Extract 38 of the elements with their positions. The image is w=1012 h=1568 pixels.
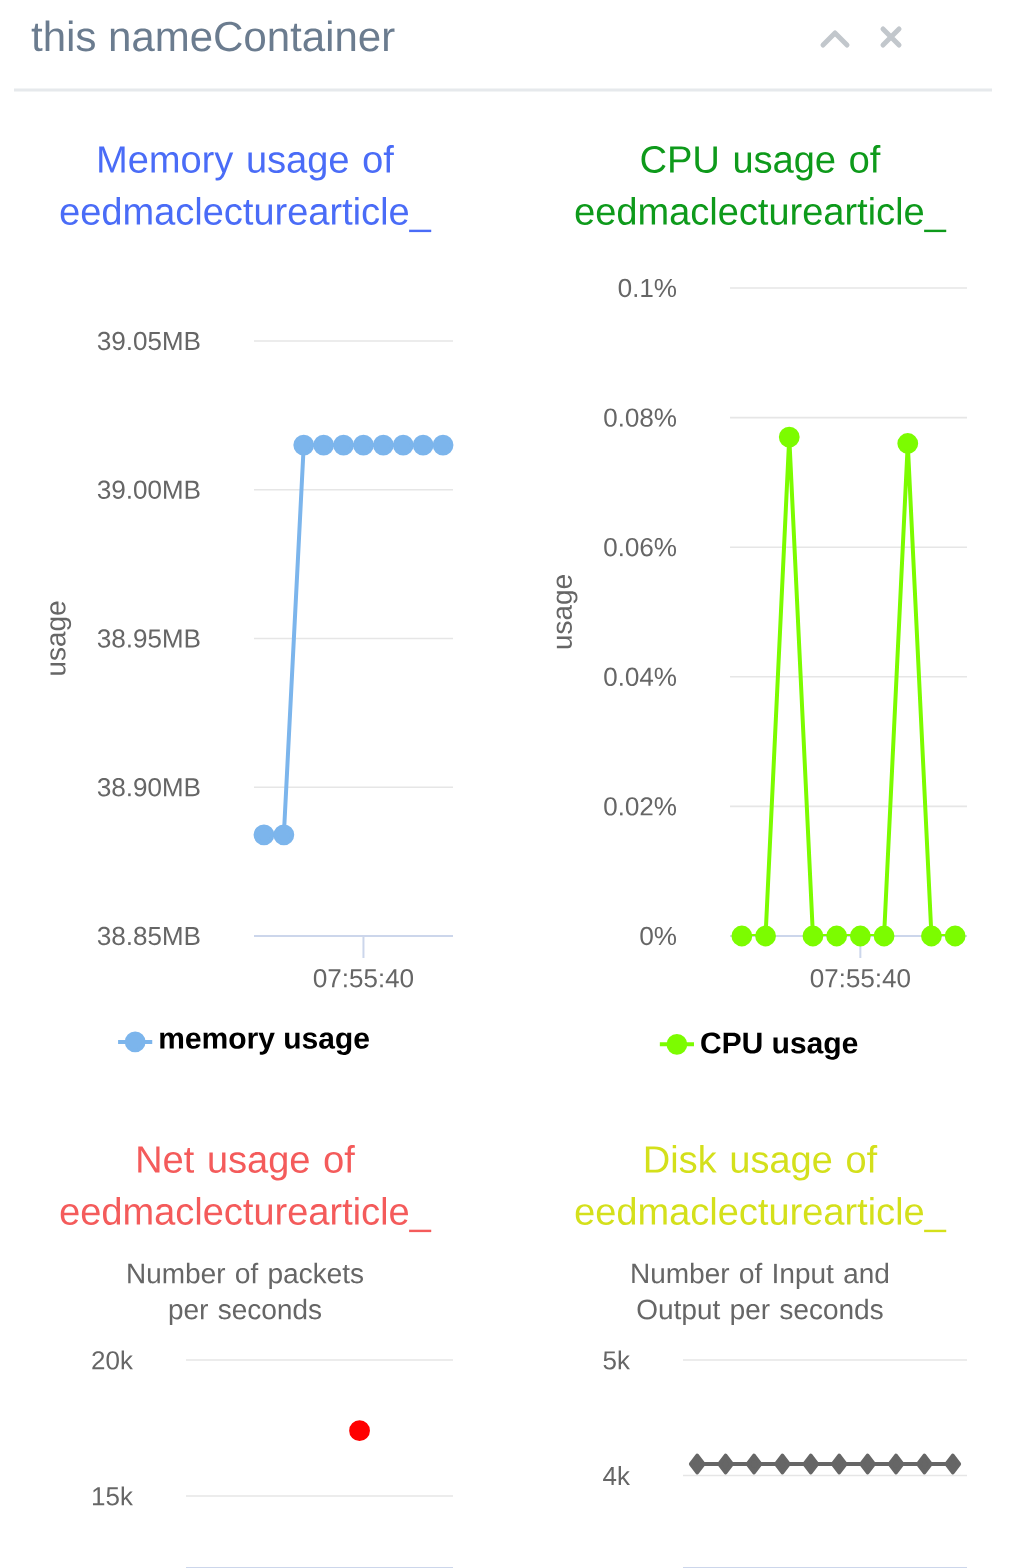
y-tick-label: 38.95MB — [97, 629, 200, 648]
y-tick-label: 20k — [92, 1350, 133, 1370]
y-tick-label: 38.90MB — [97, 778, 200, 797]
chart-title: Net usage of eedmaclecturearticle_ — [60, 1145, 432, 1233]
point — [849, 925, 871, 947]
legend-label: CPU usage — [701, 1032, 858, 1060]
point — [944, 925, 966, 947]
point — [802, 925, 824, 947]
y-axis-title: usage — [556, 575, 578, 649]
x-tick-label: 07:55:40 — [810, 969, 910, 988]
y-tick-label: 0.02% — [604, 797, 677, 816]
y-axis-title: Number of packets per seconds — [128, 1262, 363, 1325]
point — [778, 426, 800, 448]
y-tick-label: 15k — [92, 1486, 133, 1506]
chart-title: Memory usage of eedmaclecturearticle_ — [60, 145, 432, 233]
point — [826, 925, 848, 947]
y-tick-label: 39.05MB — [97, 331, 200, 351]
y-tick-label: 0.06% — [604, 537, 677, 557]
point — [897, 433, 919, 454]
y-tick-label: 5k — [603, 1350, 630, 1370]
y-tick-label: 4k — [603, 1466, 630, 1485]
y-tick-label: 0% — [640, 926, 677, 946]
x-tick-label: 07:55:40 — [313, 969, 414, 988]
text: this nameContainer — [31, 20, 395, 52]
chart-title: Disk usage of eedmaclecturearticle_ — [575, 1145, 947, 1233]
legend-label: memory usage — [160, 1032, 369, 1055]
y-tick-label: 0.08% — [604, 408, 677, 427]
chart-title: CPU usage of eedmaclecturearticle_ — [575, 145, 947, 233]
y-axis-title: usage — [50, 601, 72, 675]
point — [731, 925, 753, 947]
y-tick-label: 0.04% — [604, 667, 677, 686]
y-axis-title: Number of Input and Output per seconds — [632, 1262, 889, 1325]
y-tick-label: 39.00MB — [97, 480, 200, 499]
point — [755, 925, 776, 947]
point — [873, 925, 895, 947]
y-tick-label: 38.85MB — [97, 926, 200, 946]
y-tick-label: 0.1% — [618, 278, 677, 298]
point — [921, 925, 942, 947]
